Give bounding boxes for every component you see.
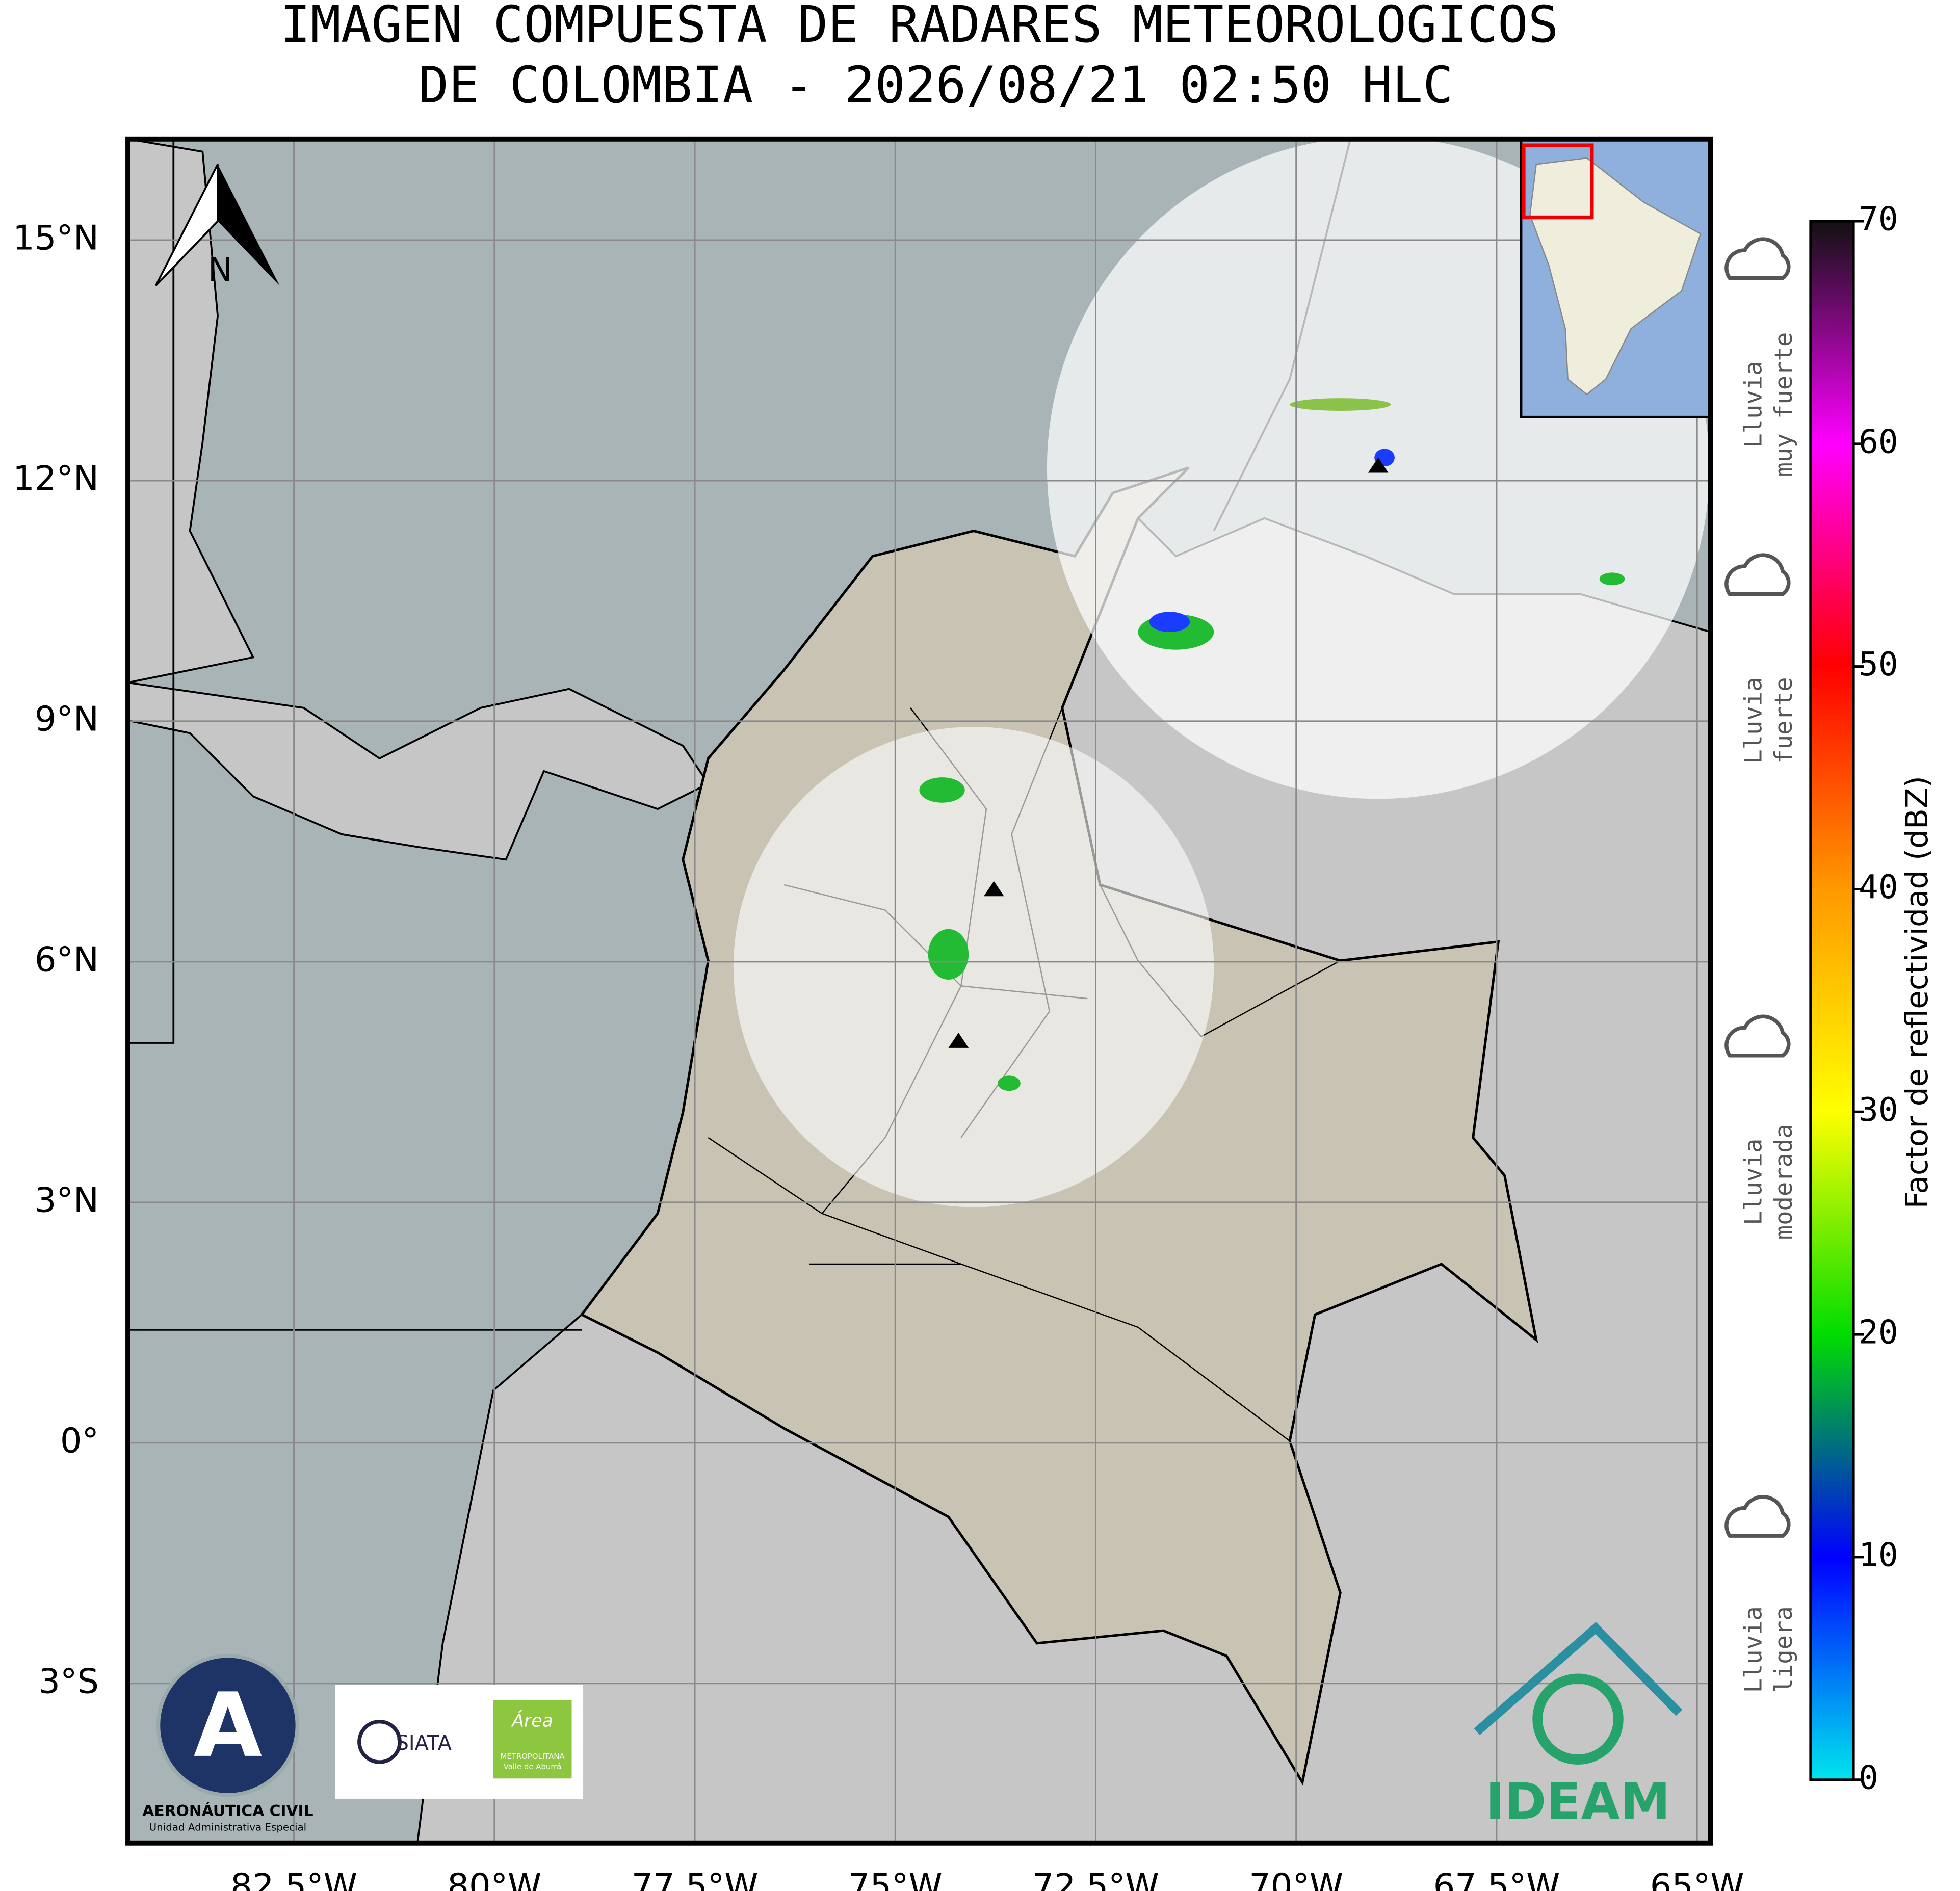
- lon-tick-label: 80°W: [447, 1867, 541, 1891]
- inset-map: [1520, 139, 1711, 418]
- colorbar-tick-label: 30: [1859, 1091, 1898, 1129]
- colorbar-tick-label: 50: [1859, 645, 1898, 684]
- map-frame: [125, 136, 1713, 1846]
- colorbar-tick-label: 70: [1859, 200, 1898, 239]
- lon-tick-label: 82.5°W: [230, 1867, 357, 1891]
- north-label: N: [208, 251, 232, 289]
- land: [128, 139, 255, 684]
- rain-level-label: Lluvia: [1740, 677, 1768, 764]
- logo-text: METROPOLITANA: [501, 1752, 565, 1761]
- radar-site: [1368, 457, 1389, 473]
- lat-tick-label: 9°N: [35, 699, 99, 739]
- lat-tick-label: 0°: [60, 1421, 99, 1460]
- logo-text: Unidad Administrativa Especial: [149, 1822, 307, 1833]
- aerocivil-logo: A AERONÁUTICA CIVIL Unidad Administrativ…: [142, 1654, 313, 1833]
- logo-mark: A: [194, 1674, 262, 1777]
- lon-tick-label: 77.5°W: [632, 1867, 759, 1891]
- radar-site: [948, 1033, 969, 1048]
- logo-text: SIATA: [396, 1731, 452, 1755]
- lon-tick-label: 72.5°W: [1032, 1867, 1159, 1891]
- logo-text: AERONÁUTICA CIVIL: [142, 1801, 313, 1820]
- rain-level-label: fuerte: [1770, 677, 1798, 764]
- title-line: IMAGEN COMPUESTA DE RADARES METEOROLOGIC…: [280, 0, 1558, 54]
- rain-icon: [1724, 553, 1791, 596]
- lon-tick-label: 75°W: [848, 1867, 943, 1891]
- lon-tick-label: 67.5°W: [1433, 1867, 1560, 1891]
- lon-tick-label: 65°W: [1650, 1867, 1744, 1891]
- rain-level-label: ligera: [1770, 1606, 1798, 1693]
- lat-tick-label: 3°S: [38, 1661, 99, 1701]
- colorbar-tick-label: 10: [1859, 1536, 1898, 1574]
- radar-echoes: [919, 398, 1625, 1091]
- land: [128, 681, 710, 861]
- colorbar-tick-label: 40: [1859, 868, 1898, 906]
- colorbar-label: Factor de reflectividad (dBZ): [1900, 776, 1935, 1209]
- logo-text: Valle de Aburrá: [504, 1762, 562, 1771]
- lat-tick-label: 15°N: [13, 218, 99, 258]
- colorbar-tick-label: 0: [1859, 1758, 1878, 1797]
- logo-text: IDEAM: [1485, 1773, 1670, 1831]
- siata-logo: SIATA Área METROPOLITANA Valle de Aburrá: [335, 1685, 583, 1799]
- lon-tick-label: 70°W: [1249, 1867, 1343, 1891]
- rain-level-label: moderada: [1770, 1124, 1798, 1240]
- rain-level-label: muy fuerte: [1770, 332, 1798, 477]
- colorbar-tick-label: 60: [1859, 423, 1898, 461]
- rain-icon: [1724, 237, 1791, 280]
- rain-level-label: Lluvia: [1740, 361, 1768, 448]
- ideam-logo: IDEAM: [1474, 1622, 1683, 1831]
- colorbar-tick-label: 20: [1859, 1314, 1898, 1352]
- grid: [128, 139, 1711, 1843]
- title-line: DE COLOMBIA - 2026/08/21 02:50 HLC: [419, 56, 1453, 115]
- logo-text: Área: [511, 1710, 553, 1731]
- rain-icon: [1724, 1494, 1791, 1538]
- rain-level-label: Lluvia: [1740, 1139, 1768, 1225]
- radar-coverage: [733, 726, 1214, 1207]
- map-body: N A AERONÁUTICA CIVIL Unidad Administrat…: [128, 139, 1711, 1843]
- lat-tick-label: 3°N: [35, 1180, 99, 1220]
- rain-icon: [1724, 1014, 1791, 1058]
- lat-tick-label: 12°N: [13, 459, 99, 498]
- rain-level-label: Lluvia: [1740, 1606, 1768, 1693]
- colorbar: 0 10 20 30 40 50 60 70 Factor de reflectividad (…: [1809, 200, 1935, 1797]
- lat-tick-label: 6°N: [35, 939, 99, 979]
- radar-site: [983, 881, 1004, 897]
